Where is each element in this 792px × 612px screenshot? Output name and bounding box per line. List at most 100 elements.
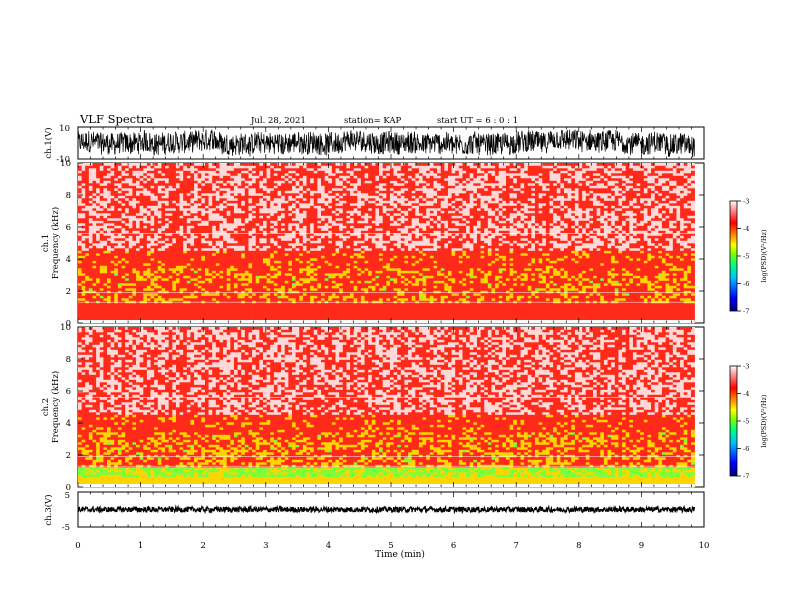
spectrogram-cell xyxy=(165,303,169,306)
spectrogram-cell xyxy=(132,231,136,234)
spectrogram-cell xyxy=(169,216,173,219)
spectrogram-cell xyxy=(183,283,187,286)
spectrogram-cell xyxy=(209,268,213,271)
spectrogram-cell xyxy=(209,196,213,199)
spectrogram-cell xyxy=(103,178,107,181)
spectrogram-cell xyxy=(154,226,158,229)
spectrogram-cell xyxy=(82,248,86,251)
spectrogram-cell xyxy=(85,223,89,226)
spectrogram-cell xyxy=(96,303,100,306)
spectrogram-cell xyxy=(169,168,173,171)
spectrogram-cell xyxy=(209,216,213,219)
spectrogram-cell xyxy=(169,223,173,226)
spectrogram-cell xyxy=(125,293,129,296)
spectrogram-cell xyxy=(132,236,136,239)
spectrogram-cell xyxy=(165,251,169,254)
spectrogram-cell xyxy=(143,246,147,249)
spectrogram-cell xyxy=(143,286,147,289)
spectrogram-cell xyxy=(140,176,144,179)
spectrogram-cell xyxy=(89,206,93,209)
spectrogram-cell xyxy=(201,246,205,249)
spectrogram-cell xyxy=(158,246,162,249)
spectrogram-cell xyxy=(176,231,180,234)
spectrogram-cell xyxy=(125,201,129,204)
spectrogram-cell xyxy=(194,236,198,239)
spectrogram-cell xyxy=(129,253,133,256)
spectrogram-cell xyxy=(212,178,216,181)
spectrogram-cell xyxy=(187,298,191,301)
spectrogram-cell xyxy=(143,241,147,244)
spectrogram-cell xyxy=(176,193,180,196)
spectrogram-cell xyxy=(201,316,205,319)
spectrogram-cell xyxy=(96,181,100,184)
spectrogram-cell xyxy=(158,181,162,184)
spectrogram-cell xyxy=(132,248,136,251)
spectrogram-cell xyxy=(85,273,89,276)
spectrogram-cell xyxy=(132,208,136,211)
spectrogram-cell xyxy=(154,241,158,244)
spectrogram-cell xyxy=(125,206,129,209)
spectrogram-cell xyxy=(190,261,194,264)
spectrogram-cell xyxy=(212,221,216,224)
spectrogram-cell xyxy=(100,186,104,189)
spectrogram-cell xyxy=(209,303,213,306)
spectrogram-cell xyxy=(216,283,220,286)
spectrogram-cell xyxy=(183,253,187,256)
spectrogram-cell xyxy=(114,303,118,306)
spectrogram-cell xyxy=(169,271,173,274)
spectrogram-cell xyxy=(205,253,209,256)
spectrogram-cell xyxy=(212,176,216,179)
spectrogram-cell xyxy=(187,196,191,199)
spectrogram-cell xyxy=(96,226,100,229)
spectrogram-cell xyxy=(147,216,151,219)
spectrogram-cell xyxy=(151,236,155,239)
spectrogram-cell xyxy=(194,258,198,261)
spectrogram-cell xyxy=(114,273,118,276)
spectrogram-cell xyxy=(198,253,202,256)
spectrogram-cell xyxy=(103,183,107,186)
spectrogram-cell xyxy=(158,253,162,256)
spectrogram-cell xyxy=(205,168,209,171)
spectrogram-cell xyxy=(172,198,176,201)
spectrogram-cell xyxy=(158,208,162,211)
spectrogram-cell xyxy=(187,253,191,256)
spectrogram-cell xyxy=(78,188,82,191)
spectrogram-cell xyxy=(212,248,216,251)
spectrogram-cell xyxy=(107,296,111,299)
spectrogram-cell xyxy=(194,313,198,316)
spectrogram-cell xyxy=(100,221,104,224)
spectrogram-cell xyxy=(187,316,191,319)
spectrogram-cell xyxy=(143,273,147,276)
spectrogram-cell xyxy=(151,278,155,281)
spectrogram-cell xyxy=(180,283,184,286)
spectrogram-cell xyxy=(111,316,115,319)
spectrogram-cell xyxy=(136,218,140,221)
spectrogram-cell xyxy=(82,241,86,244)
spectrogram-cell xyxy=(176,213,180,216)
spectrogram-cell xyxy=(93,221,97,224)
spectrogram-cell xyxy=(154,236,158,239)
spectrogram-cell xyxy=(140,231,144,234)
spectrogram-cell xyxy=(118,248,122,251)
spectrogram-cell xyxy=(212,246,216,249)
spectrogram-cell xyxy=(194,251,198,254)
spectrogram-cell xyxy=(114,306,118,309)
spectrogram-cell xyxy=(165,263,169,266)
spectrogram-cell xyxy=(176,191,180,194)
spectrogram-cell xyxy=(82,276,86,279)
spectrogram-cell xyxy=(118,286,122,289)
spectrogram-cell xyxy=(176,298,180,301)
spectrogram-cell xyxy=(129,196,133,199)
spectrogram-cell xyxy=(154,283,158,286)
spectrogram-cell xyxy=(198,306,202,309)
spectrogram-cell xyxy=(85,266,89,269)
spectrogram-cell xyxy=(201,236,205,239)
spectrogram-cell xyxy=(147,163,151,166)
spectrogram-cell xyxy=(151,266,155,269)
spectrogram-cell xyxy=(107,298,111,301)
spectrogram-cell xyxy=(169,306,173,309)
spectrogram-cell xyxy=(147,303,151,306)
spectrogram-cell xyxy=(212,261,216,264)
spectrogram-cell xyxy=(100,246,104,249)
